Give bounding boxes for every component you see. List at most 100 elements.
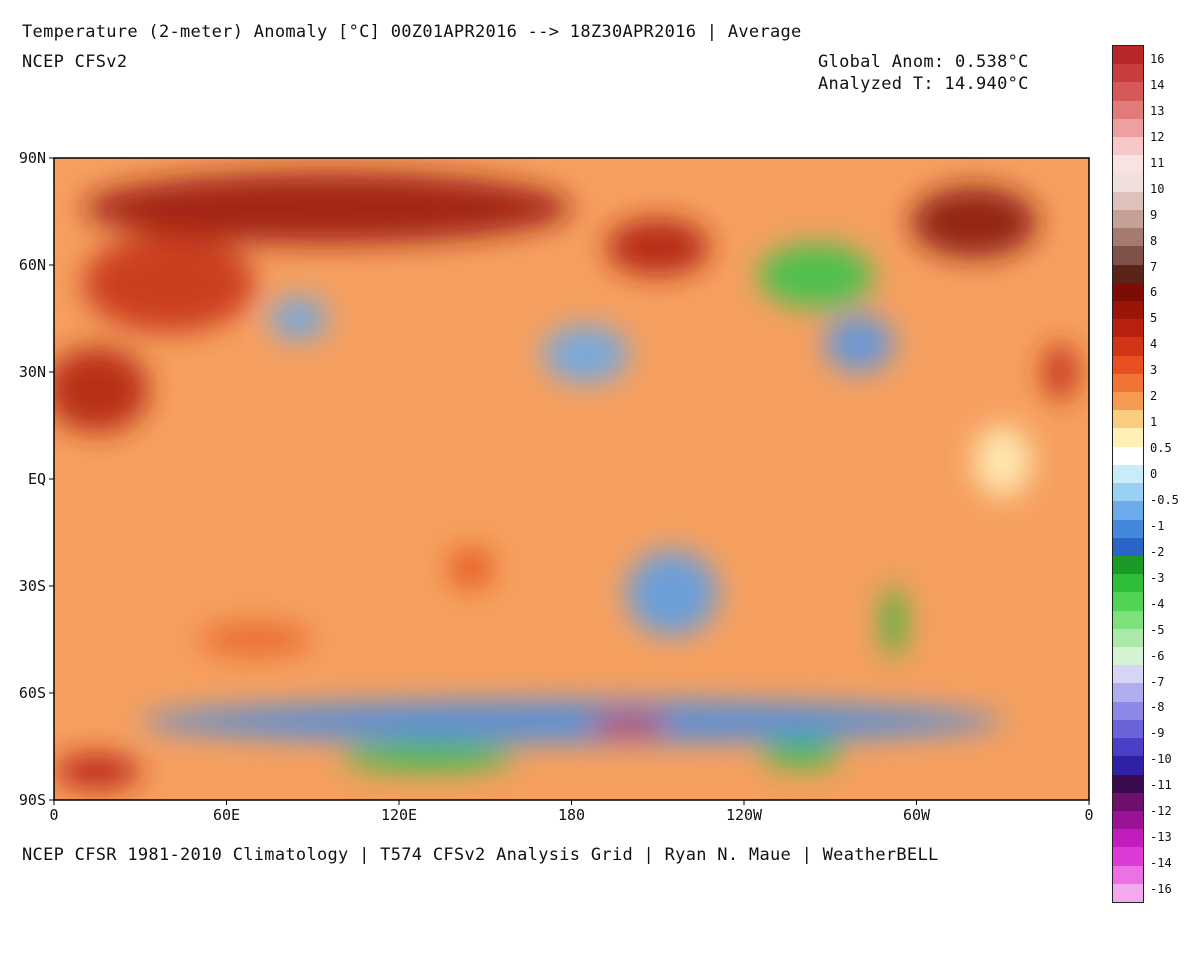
colorbar-label: 0.5 — [1150, 441, 1172, 456]
colorbar-swatch — [1113, 610, 1143, 630]
anomaly-region-antarctic-coast-warm — [54, 753, 141, 790]
lat-label: EQ — [27, 470, 46, 488]
colorbar-swatch — [1113, 519, 1143, 539]
lat-label: 90N — [18, 149, 46, 167]
colorbar-swatch — [1113, 865, 1143, 885]
colorbar-swatch — [1113, 483, 1143, 502]
colorbar-label: 14 — [1150, 77, 1165, 92]
colorbar-swatch — [1113, 246, 1143, 266]
colorbar-label: 2 — [1150, 389, 1158, 404]
colorbar — [1112, 45, 1144, 903]
colorbar-label: 3 — [1150, 363, 1158, 378]
colorbar-label: 11 — [1150, 155, 1165, 170]
analyzed-temperature-readout: Analyzed T: 14.940°C — [818, 74, 1029, 94]
lat-label: 30N — [18, 363, 46, 381]
colorbar-swatch — [1113, 738, 1143, 757]
colorbar-swatch — [1113, 191, 1143, 211]
lon-label: 0 — [1084, 806, 1094, 824]
colorbar-swatch — [1113, 100, 1143, 120]
anomaly-region-alaska-warm — [606, 218, 710, 276]
colorbar-swatch — [1113, 209, 1143, 229]
colorbar-label: 8 — [1150, 233, 1158, 248]
colorbar-label: -11 — [1150, 778, 1172, 793]
colorbar-label: -0.5 — [1150, 492, 1179, 507]
colorbar-swatch — [1113, 373, 1143, 393]
colorbar-label: 10 — [1150, 181, 1165, 196]
anomaly-region-southern-indian-warm — [197, 621, 313, 658]
colorbar-label: -6 — [1150, 648, 1165, 663]
colorbar-label: -7 — [1150, 674, 1165, 689]
colorbar-swatch — [1113, 847, 1143, 867]
colorbar-swatch — [1113, 774, 1143, 794]
anomaly-region-europe-warm — [82, 232, 256, 333]
colorbar-swatch — [1113, 282, 1143, 302]
colorbar-swatch — [1113, 137, 1143, 156]
colorbar-label: -4 — [1150, 596, 1165, 611]
model-name: NCEP CFSv2 — [22, 52, 128, 72]
colorbar-swatch — [1113, 810, 1143, 830]
lon-label: 180 — [557, 806, 586, 824]
colorbar-label: 5 — [1150, 311, 1158, 326]
colorbar-label: -2 — [1150, 544, 1165, 559]
colorbar-swatch — [1113, 319, 1143, 338]
colorbar-label: 0 — [1150, 467, 1158, 482]
anomaly-region-antarctica-green-west — [761, 739, 842, 768]
colorbar-swatch — [1113, 829, 1143, 848]
colorbar-swatch — [1113, 300, 1143, 320]
colorbar-label: -12 — [1150, 804, 1172, 819]
colorbar-swatch — [1113, 501, 1143, 521]
anomaly-region-southern-ocean-blue — [140, 700, 1003, 743]
colorbar-swatch — [1113, 464, 1143, 484]
lon-label: 0 — [49, 806, 59, 824]
colorbar-swatch — [1113, 410, 1143, 429]
anomaly-region-south-america-green — [882, 586, 905, 658]
lon-label: 60W — [902, 806, 931, 824]
lat-label: 30S — [18, 577, 46, 595]
anomaly-map — [49, 157, 1090, 805]
colorbar-swatch — [1113, 628, 1143, 648]
anomaly-region-east-us-blue — [824, 314, 894, 372]
colorbar-swatch — [1113, 555, 1143, 575]
lat-label: 60N — [18, 256, 46, 274]
anomaly-region-australia-warm — [447, 546, 494, 590]
colorbar-label: 13 — [1150, 103, 1165, 118]
colorbar-label: 9 — [1150, 207, 1158, 222]
colorbar-label: 16 — [1150, 52, 1165, 66]
anomaly-region-south-pacific-blue — [626, 550, 719, 636]
colorbar-label: -9 — [1150, 726, 1165, 741]
colorbar-swatch — [1113, 228, 1143, 247]
colorbar-label: -3 — [1150, 570, 1165, 585]
credits-line: NCEP CFSR 1981-2010 Climatology | T574 C… — [22, 845, 939, 865]
colorbar-swatch — [1113, 428, 1143, 448]
anomaly-region-north-africa-warm — [54, 347, 149, 433]
anomaly-region-iberia-africa-west-warm — [1043, 343, 1078, 401]
colorbar-label: -16 — [1150, 882, 1172, 897]
colorbar-label: -8 — [1150, 700, 1165, 715]
anomaly-region-tropical-atlantic-cool — [974, 425, 1032, 497]
colorbar-swatch — [1113, 173, 1143, 193]
lon-label: 60E — [212, 806, 241, 824]
colorbar-label: -14 — [1150, 856, 1172, 871]
colorbar-label: 12 — [1150, 129, 1165, 144]
colorbar-swatch — [1113, 574, 1143, 593]
colorbar-label: -5 — [1150, 622, 1165, 637]
colorbar-swatch — [1113, 592, 1143, 612]
anomaly-region-ross-sea-warm — [588, 714, 670, 736]
global-anomaly-readout: Global Anom: 0.538°C — [818, 52, 1029, 72]
map-title: Temperature (2-meter) Anomaly [°C] 00Z01… — [22, 22, 802, 42]
colorbar-swatch — [1113, 665, 1143, 684]
lon-label: 120W — [725, 806, 763, 824]
colorbar-swatch — [1113, 82, 1143, 102]
colorbar-swatch — [1113, 446, 1143, 466]
colorbar-label: -10 — [1150, 752, 1172, 767]
anomaly-region-arctic-siberia-warm — [82, 172, 572, 244]
anomaly-region-greenland-warm — [910, 186, 1038, 258]
colorbar-label: 1 — [1150, 415, 1158, 430]
colorbar-swatch — [1113, 537, 1143, 557]
colorbar-label: 4 — [1150, 337, 1158, 352]
colorbar-swatch — [1113, 792, 1143, 812]
anomaly-region-canada-green — [758, 243, 874, 308]
colorbar-swatch — [1113, 683, 1143, 703]
anomaly-region-central-asia-blue — [269, 297, 328, 340]
anomaly-region-antarctica-green — [341, 742, 514, 772]
